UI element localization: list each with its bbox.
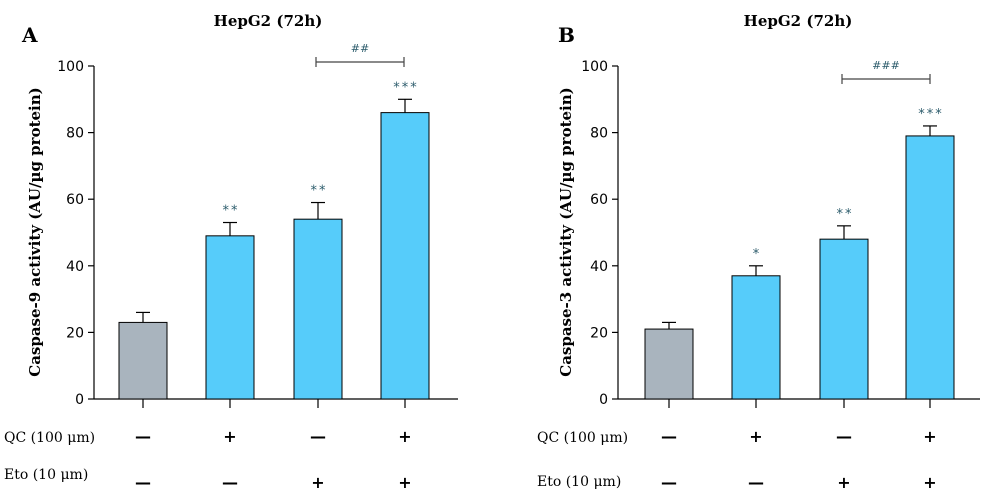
panel-a-significance-label: ** xyxy=(223,204,240,219)
panel-a-treatment-sign: + xyxy=(223,427,236,446)
panel-b-y-tick-label: 100 xyxy=(581,59,608,75)
panel-b-y-axis-label: Caspase-3 activity (AU/µg protein) xyxy=(557,87,575,377)
panel-a-treatment-sign: — xyxy=(310,427,326,446)
panel-a-treatment-sign: — xyxy=(135,427,151,446)
panel-b-treatment-sign: — xyxy=(748,473,764,492)
panel-b-row-label-eto: Eto (10 μm) xyxy=(537,474,621,490)
panel-a-bar xyxy=(205,235,255,400)
panel-letter-b: B xyxy=(558,23,575,47)
panel-a-y-tick-label: 80 xyxy=(66,126,84,142)
panel-b-bar xyxy=(819,238,869,400)
panel-a-y-tick-label: 60 xyxy=(66,192,84,208)
panel-b: B HepG2 (72h) Caspase-3 activity (AU/µg … xyxy=(537,12,980,492)
panel-a-significance-label: *** xyxy=(393,80,419,95)
panel-b-treatment-sign: — xyxy=(661,473,677,492)
panel-a-bar xyxy=(293,218,343,400)
panel-a: A HepG2 (72h) Caspase-9 activity (AU/µg … xyxy=(4,12,458,492)
panel-b-significance-label: * xyxy=(753,247,762,262)
panel-a-bracket-label: ## xyxy=(351,42,369,55)
panel-letter-a: A xyxy=(21,23,38,47)
panel-b-bar xyxy=(905,135,955,400)
panel-a-treatment-sign: — xyxy=(135,473,151,492)
panel-b-bar xyxy=(731,275,781,400)
panel-a-treatment-sign: + xyxy=(398,427,411,446)
panel-b-treatment-sign: + xyxy=(923,473,936,492)
panel-a-y-tick-label: 0 xyxy=(75,392,84,408)
panel-b-treatment-sign: + xyxy=(837,473,850,492)
panel-a-row-label-qc: QC (100 μm) xyxy=(4,430,95,446)
panel-b-bracket-label: ### xyxy=(872,59,900,72)
panel-a-treatment-sign: — xyxy=(222,473,238,492)
panel-a-treatment-sign: + xyxy=(398,473,411,492)
panel-b-significance-label: *** xyxy=(918,107,944,122)
panel-a-title: HepG2 (72h) xyxy=(214,12,323,30)
panel-b-y-tick-label: 0 xyxy=(599,392,608,408)
panel-b-treatment-sign: — xyxy=(836,427,852,446)
panel-a-row-label-eto: Eto (10 μm) xyxy=(4,467,88,483)
panel-a-y-tick-label: 100 xyxy=(57,59,84,75)
panel-a-treatment-sign: + xyxy=(311,473,324,492)
panel-b-y-tick-label: 60 xyxy=(590,192,608,208)
panel-b-title: HepG2 (72h) xyxy=(744,12,853,30)
panel-b-treatment-sign: — xyxy=(661,427,677,446)
panel-a-y-axis-label: Caspase-9 activity (AU/µg protein) xyxy=(26,87,44,377)
panel-a-significance-label: ** xyxy=(311,184,328,199)
panel-a-bar xyxy=(380,112,430,400)
panel-b-y-tick-label: 80 xyxy=(590,126,608,142)
panel-b-bar xyxy=(644,328,694,400)
panel-a-y-tick-label: 40 xyxy=(66,259,84,275)
panel-b-treatment-sign: + xyxy=(749,427,762,446)
panel-b-row-label-qc: QC (100 μm) xyxy=(537,430,628,446)
panel-b-significance-label: ** xyxy=(837,207,854,222)
panel-b-y-tick-label: 20 xyxy=(590,325,608,341)
panel-a-y-tick-label: 20 xyxy=(66,325,84,341)
panel-a-bar xyxy=(118,321,168,400)
panel-b-y-tick-label: 40 xyxy=(590,259,608,275)
panel-b-treatment-sign: + xyxy=(923,427,936,446)
